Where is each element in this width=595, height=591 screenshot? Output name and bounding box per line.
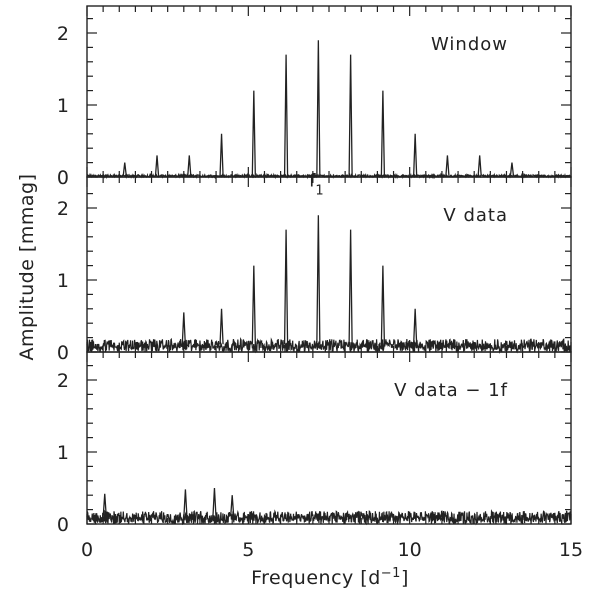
peak-line <box>102 493 107 517</box>
peak-line <box>348 54 353 176</box>
panel-frame <box>86 351 572 525</box>
peak-line <box>187 155 192 176</box>
peak-annotation: f1 <box>309 170 324 198</box>
y-tick-label: 1 <box>57 270 69 292</box>
y-tick-label: 0 <box>57 514 69 536</box>
tick-group <box>86 6 572 525</box>
peak-line <box>445 155 450 176</box>
peak-annotation-sub: 1 <box>315 183 323 198</box>
y-tick-label: 2 <box>57 198 69 220</box>
peak-line <box>316 40 321 176</box>
peak-line <box>251 90 256 176</box>
x-tick-label: 0 <box>81 539 93 561</box>
panel-label: V data − 1f <box>394 380 508 401</box>
peak-line <box>219 308 224 345</box>
y-tick-label: 0 <box>57 342 69 364</box>
peak-line <box>413 308 418 345</box>
series-group <box>86 40 572 526</box>
peak-line <box>283 229 289 345</box>
peak-line <box>251 265 256 345</box>
y-tick-label: 0 <box>57 167 69 189</box>
peak-annotation-main: f <box>309 170 316 191</box>
y-tick-label: 2 <box>57 23 69 45</box>
x-tick-label: 5 <box>242 539 254 561</box>
peak-line <box>283 54 289 176</box>
panel-frame <box>86 5 572 178</box>
panel-frame <box>86 176 572 353</box>
panel-frames <box>86 5 572 525</box>
peak-line <box>348 229 353 345</box>
noise-line <box>86 337 572 354</box>
peak-line <box>380 265 386 345</box>
peak-line <box>413 133 418 176</box>
peak-line <box>380 90 386 176</box>
y-tick-label: 2 <box>57 370 69 392</box>
peak-line <box>230 495 235 517</box>
x-axis-title-main: Frequency [d <box>251 567 381 589</box>
peak-line <box>212 487 217 517</box>
peak-line <box>477 155 482 176</box>
peak-line <box>316 215 321 345</box>
peak-line <box>509 162 515 176</box>
peak-line <box>183 489 188 517</box>
y-tick-label: 1 <box>57 442 69 464</box>
panel-label: Window <box>431 34 508 55</box>
y-axis-title: Amplitude [mmag] <box>16 174 38 361</box>
panel-label: V data <box>443 205 508 226</box>
peak-line <box>154 155 160 176</box>
x-axis-title: Frequency [d−1] <box>251 566 409 590</box>
peak-line <box>181 312 186 345</box>
x-axis-title-end: ] <box>401 567 409 589</box>
y-tick-label: 1 <box>57 95 69 117</box>
x-tick-label: 15 <box>559 539 583 561</box>
x-axis-title-sup: −1 <box>381 566 401 581</box>
x-tick-label: 10 <box>398 539 422 561</box>
peak-line <box>122 162 127 176</box>
peak-line <box>219 133 224 176</box>
